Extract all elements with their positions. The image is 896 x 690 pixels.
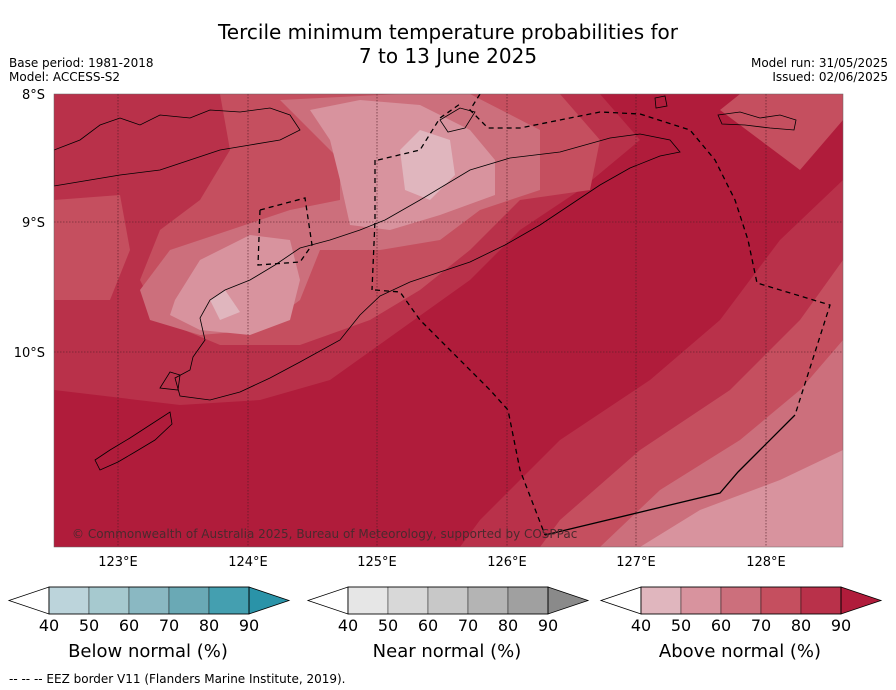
colorbar-segment — [507, 586, 549, 615]
colorbar-tick-label: 90 — [831, 616, 851, 635]
lon-label-126e: 126°E — [487, 555, 527, 570]
meta-left: Base period: 1981-2018 Model: ACCESS-S2 — [9, 56, 154, 84]
colorbar-tick-label: 50 — [671, 616, 691, 635]
colorbar-segment — [88, 586, 130, 615]
lon-label-125e: 125°E — [357, 555, 397, 570]
colorbar-extend-high — [840, 586, 883, 615]
colorbar-tick-label: 80 — [498, 616, 518, 635]
lon-label-124e: 124°E — [228, 555, 268, 570]
colorbar-near-normal: 40 50 60 70 80 90 — [306, 586, 590, 635]
colorbar-tick-label: 50 — [79, 616, 99, 635]
prob-band-50-se — [640, 450, 843, 547]
prob-band-70-west — [54, 195, 130, 300]
colorbar-tick-label: 60 — [418, 616, 438, 635]
eez-north-east — [469, 94, 831, 416]
colorbar-extend-low — [7, 586, 50, 615]
model-run: Model run: 31/05/2025 — [750, 56, 888, 70]
colorbar-tick-label: 40 — [631, 616, 651, 635]
lat-label-8s: 8°S — [22, 88, 45, 103]
lon-label-128e: 128°E — [746, 555, 786, 570]
prob-band-40-north — [400, 130, 455, 200]
timor-island — [174, 133, 681, 401]
colorbar-tick-label: 70 — [458, 616, 478, 635]
eez-oecusse — [257, 197, 313, 266]
graticule — [54, 94, 843, 547]
colorbar-tick-label: 70 — [751, 616, 771, 635]
title-line-2: 7 to 13 June 2025 — [358, 44, 538, 68]
semau-island — [159, 371, 181, 391]
colorbar-segment — [720, 586, 762, 615]
colorbar-tick-label: 60 — [711, 616, 731, 635]
colorbar-tick-label: 40 — [338, 616, 358, 635]
colorbar-outline — [347, 586, 549, 615]
map-frame — [53, 93, 844, 548]
colorbar-below-normal: 40 50 60 70 80 90 — [7, 586, 291, 635]
prob-band-50-west — [170, 235, 300, 335]
colorbar-segment — [168, 586, 210, 615]
colorbar-extend-low — [306, 586, 349, 615]
colorbar-outline — [640, 586, 842, 615]
copyright-text: © Commonwealth of Australia 2025, Bureau… — [72, 527, 577, 541]
colorbar-tick-label: 70 — [159, 616, 179, 635]
colorbar-tick-label: 60 — [119, 616, 139, 635]
map-title: Tercile minimum temperature probabilitie… — [0, 20, 896, 68]
colorbar-segment — [467, 586, 509, 615]
colorbar-segment — [760, 586, 802, 615]
colorbar-label-below: Below normal (%) — [68, 641, 228, 662]
colorbar-segment — [427, 586, 469, 615]
issued-date: Issued: 02/06/2025 — [772, 70, 888, 84]
colorbar-tick-label: 80 — [199, 616, 219, 635]
leti-islands — [717, 111, 797, 131]
colorbar-label-near: Near normal (%) — [373, 641, 522, 662]
flores-alor-coast — [54, 107, 301, 187]
title-line-1: Tercile minimum temperature probabilitie… — [217, 20, 679, 44]
eez-atauro — [377, 103, 461, 161]
eez-south-segment — [544, 414, 796, 536]
meta-right: Model run: 31/05/2025 Issued: 02/06/2025 — [751, 56, 888, 84]
probability-field — [54, 94, 843, 547]
wetar-islet — [654, 95, 668, 109]
eez-border — [257, 94, 831, 536]
colorbar-segment — [640, 586, 682, 615]
colorbar-tick-label: 80 — [791, 616, 811, 635]
colorbar-segment — [800, 586, 842, 615]
colorbar-label-above: Above normal (%) — [659, 641, 821, 662]
colorbar-extend-high — [248, 586, 291, 615]
colorbar-outline — [48, 586, 250, 615]
lon-label-127e: 127°E — [616, 555, 656, 570]
coastlines — [54, 95, 797, 471]
colorbar-segment — [128, 586, 170, 615]
colorbar-extend-high — [547, 586, 590, 615]
lat-label-9s: 9°S — [22, 216, 45, 231]
model-name: Model: ACCESS-S2 — [9, 70, 121, 84]
colorbar-extend-low — [599, 586, 642, 615]
colorbar-segment — [347, 586, 389, 615]
rote-island — [94, 411, 173, 471]
base-period: Base period: 1981-2018 — [9, 56, 154, 70]
colorbar-segment — [48, 586, 90, 615]
colorbar-tick-label: 40 — [39, 616, 59, 635]
eez-west — [371, 160, 376, 291]
colorbar-segment — [680, 586, 722, 615]
colorbar-segment — [387, 586, 429, 615]
prob-band-40-west — [210, 290, 240, 320]
lon-label-123e: 123°E — [98, 555, 138, 570]
colorbar-segment — [208, 586, 250, 615]
colorbar-above-normal: 40 50 60 70 80 90 — [599, 586, 883, 635]
lat-label-10s: 10°S — [14, 346, 45, 361]
eez-footnote: -- -- -- EEZ border V11 (Flanders Marine… — [9, 672, 346, 686]
colorbar-tick-label: 50 — [378, 616, 398, 635]
colorbar-tick-label: 90 — [239, 616, 259, 635]
eez-south-west — [374, 289, 546, 536]
colorbar-tick-label: 90 — [538, 616, 558, 635]
prob-band-70-ne — [720, 94, 843, 170]
atauro-island — [439, 107, 476, 133]
